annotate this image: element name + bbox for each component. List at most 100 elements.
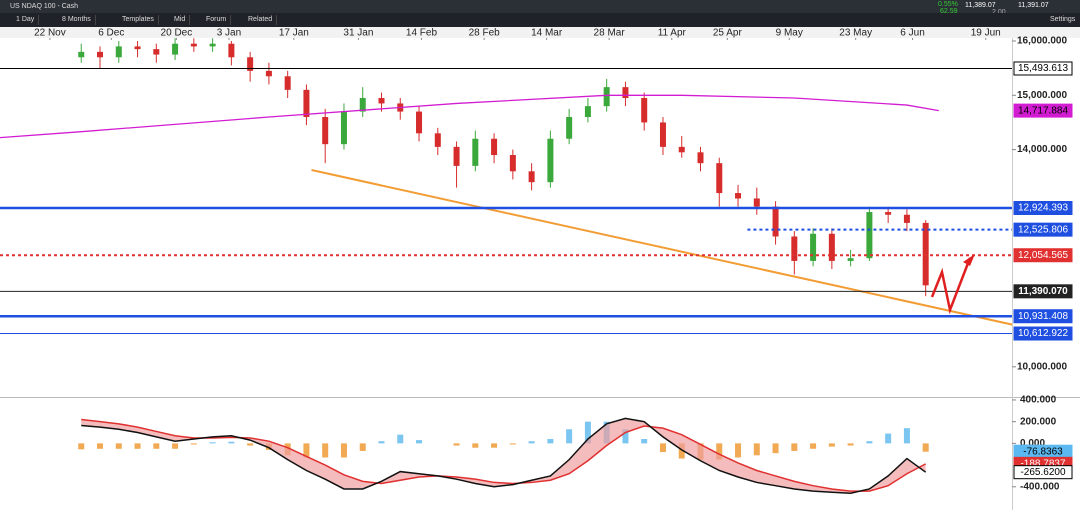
x-tick-label: 23 May [839,28,872,39]
macd-tick-label: 0.000 [1020,438,1045,449]
templates-button[interactable]: Templates [118,15,159,25]
candle-body [716,163,723,194]
macd-label: -76.8363 [1023,446,1063,457]
level-label-box [1013,103,1073,118]
change: 62.59 [940,8,958,15]
candle-body [322,117,329,145]
macd-histogram-bar [547,439,554,444]
candle-body [97,51,104,58]
trendline [311,169,1012,326]
x-tick-label: 14 Mar [531,28,563,39]
candle-body [153,49,160,55]
candle-body [491,138,498,156]
macd-histogram-bar [584,421,591,444]
change-pct: 0.55% [938,1,958,8]
candle-body [735,193,742,199]
macd-histogram-bar [416,440,423,444]
macd-histogram-bar [847,443,854,446]
level-label: 11,390.070 [1018,286,1068,297]
price-mode-button[interactable]: Mid [170,15,191,25]
x-tick-label: 20 Dec [161,28,193,39]
x-tick-label: 14 Feb [406,28,438,39]
macd-histogram-bar [453,443,460,446]
candle-body [603,87,610,107]
hand-drawn-arrow [930,254,975,315]
macd-tick-label: 200.000 [1020,416,1057,427]
candle-body [115,46,122,58]
candle-body [847,258,854,261]
candle-body [134,46,141,50]
candle-body [903,214,910,223]
level-label: 15,493.613 [1018,63,1068,74]
macd-histogram-bar [903,428,910,444]
x-tick-label: 25 Apr [713,28,743,39]
level-label: 10,931.408 [1018,311,1068,322]
level-label-box [1013,284,1073,299]
candle-body [566,117,573,139]
x-tick-label: 17 Jan [279,28,309,39]
macd-histogram-bar [772,443,779,454]
macd-histogram-bar [247,443,254,446]
candle-body [247,57,254,71]
level-label-box [1013,201,1073,216]
macd-histogram-bar [491,443,498,448]
level-label: 10,612.922 [1018,328,1068,339]
candle-body [78,51,85,58]
candle-body [265,70,272,77]
instrument: US NDAQ 100 - Cash [10,3,79,10]
candle-body [772,206,779,237]
macd-histogram-bar [828,443,835,447]
date-axis-bg [0,27,1080,38]
chart: 22 Nov 6 Dec 20 Dec 3 Jan 17 Jan 31 Jan 14 Feb… [0,27,1080,510]
macd-histogram-bar [340,443,347,458]
macd-histogram-bar [397,434,404,444]
macd-histogram-bar [378,441,385,444]
related-button[interactable]: Related [244,15,278,25]
x-tick-label: 31 Jan [343,28,373,39]
arrow-head [963,254,975,266]
macd-histogram-bar [641,439,648,444]
macd-tick-label: 400.000 [1020,395,1057,406]
candle-body [810,233,817,261]
candle-body [228,43,235,58]
macd-line [81,417,927,495]
bid[interactable]: 11,389.07 [965,2,996,9]
macd-histogram-bar [172,443,179,449]
level-label-box [1013,61,1073,76]
x-tick-label: 11 Apr [658,28,687,39]
candle-body [791,236,798,261]
spread: 2.00 [992,9,1006,16]
interval-button[interactable]: 1 Day [12,15,40,25]
ask[interactable]: 11,391.07 [1018,2,1049,9]
candle-body [434,133,441,147]
range-button[interactable]: 8 Months [58,15,96,25]
x-tick-label: 19 Jun [971,28,1001,39]
candle-body [885,212,892,215]
settings-button[interactable]: Settings [1050,16,1076,23]
level-label: 12,054.565 [1018,250,1068,261]
macd-histogram-bar [716,443,723,460]
macd-histogram-bar [659,443,666,453]
x-tick-label: 22 Nov [34,28,66,39]
macd-histogram-bar [528,441,535,444]
candle-body [922,222,929,286]
y-tick-label: 10,000.000 [1017,361,1067,372]
macd-histogram-bar [97,443,104,449]
title-bar: US NDAQ 100 - Cash 0.55% 62.59 11,389.07… [0,0,1080,16]
candle-body [303,89,310,118]
macd-histogram-bar [735,443,742,458]
candle-body [828,233,835,261]
candle-body [584,106,591,118]
candle-body [509,155,516,172]
forum-button[interactable]: Forum [202,15,232,25]
macd-histogram-bar [472,443,479,448]
level-label: 12,924.393 [1018,203,1068,214]
macd-tick-label: -400.000 [1020,481,1060,492]
x-tick-label: 28 Feb [469,28,501,39]
y-tick-label: 14,000.000 [1017,144,1067,155]
candle-body [378,98,385,104]
macd-histogram-bar [359,443,366,451]
macd-label: -188.7837 [1020,458,1065,469]
macd-line [81,418,927,492]
macd-label-box [1013,465,1073,480]
